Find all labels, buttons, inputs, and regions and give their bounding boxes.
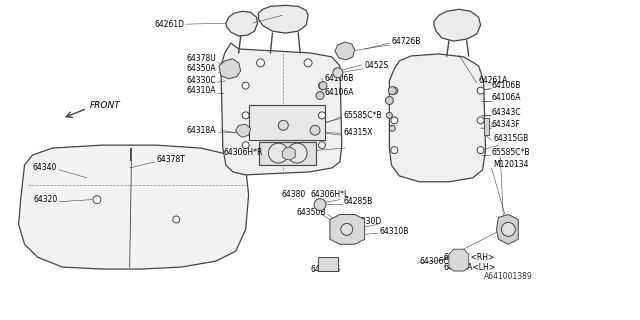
Circle shape [387, 112, 392, 118]
Text: 64378U: 64378U [186, 54, 216, 63]
Polygon shape [434, 9, 481, 41]
Circle shape [268, 143, 288, 163]
Text: 64315GB: 64315GB [493, 134, 529, 143]
Circle shape [333, 68, 343, 78]
Circle shape [93, 196, 101, 204]
Polygon shape [335, 42, 355, 60]
Text: 64310B: 64310B [380, 227, 409, 236]
Circle shape [242, 112, 249, 119]
Text: 64383A<LH>: 64383A<LH> [444, 263, 496, 272]
Text: 64285B: 64285B [344, 197, 373, 206]
Circle shape [391, 147, 398, 154]
Text: 64261D: 64261D [154, 20, 184, 29]
Text: 64350A: 64350A [186, 64, 216, 73]
Circle shape [477, 147, 484, 154]
Circle shape [391, 87, 398, 94]
Polygon shape [226, 11, 257, 36]
Text: 64261A: 64261A [479, 76, 508, 85]
Circle shape [477, 117, 484, 124]
Text: 64306H*R: 64306H*R [223, 148, 262, 156]
Circle shape [319, 142, 326, 148]
Text: 64330C: 64330C [186, 76, 216, 85]
Text: 64340: 64340 [33, 164, 58, 172]
Text: 64306H*L: 64306H*L [310, 190, 348, 199]
Circle shape [304, 59, 312, 67]
Circle shape [310, 125, 320, 135]
Text: 64310A: 64310A [186, 86, 216, 95]
Polygon shape [219, 59, 241, 79]
Polygon shape [484, 118, 488, 135]
Circle shape [501, 222, 515, 236]
Text: 64315X: 64315X [344, 128, 373, 137]
Text: 64106A: 64106A [325, 88, 355, 97]
Polygon shape [318, 257, 338, 271]
Text: 64350B: 64350B [296, 208, 326, 217]
Circle shape [319, 112, 326, 119]
Text: 0452S: 0452S [365, 61, 388, 70]
Text: 65585C*B: 65585C*B [344, 111, 382, 120]
Polygon shape [449, 249, 468, 271]
Polygon shape [259, 5, 308, 33]
Text: 64378T: 64378T [156, 156, 186, 164]
Polygon shape [282, 147, 295, 160]
Text: M120134: M120134 [493, 160, 529, 170]
Text: 64726B: 64726B [392, 36, 420, 45]
Polygon shape [389, 54, 486, 182]
Circle shape [389, 125, 396, 131]
Text: 64383 <RH>: 64383 <RH> [444, 253, 494, 262]
Text: 64106B: 64106B [325, 74, 355, 83]
Text: 64320: 64320 [33, 195, 58, 204]
Circle shape [314, 199, 326, 211]
Text: 64343F: 64343F [492, 120, 520, 129]
Text: FRONT: FRONT [90, 101, 121, 110]
Text: 64306C: 64306C [419, 257, 449, 266]
Circle shape [477, 87, 484, 94]
Polygon shape [497, 214, 518, 244]
Text: 64318A: 64318A [186, 126, 216, 135]
Polygon shape [236, 124, 251, 137]
Polygon shape [248, 106, 325, 140]
Text: 64343C: 64343C [492, 108, 521, 117]
Text: A641001389: A641001389 [484, 272, 533, 282]
Polygon shape [259, 142, 316, 165]
Circle shape [173, 216, 180, 223]
Text: 64106B: 64106B [492, 81, 521, 90]
Text: 64330D: 64330D [352, 217, 382, 226]
Circle shape [391, 117, 398, 124]
Text: 64106A: 64106A [492, 93, 521, 102]
Circle shape [319, 82, 326, 89]
Polygon shape [221, 43, 342, 175]
Circle shape [257, 59, 264, 67]
Text: 64371G: 64371G [310, 265, 340, 274]
Polygon shape [19, 145, 248, 269]
Circle shape [385, 97, 394, 105]
Circle shape [316, 92, 324, 100]
Circle shape [319, 82, 327, 90]
Circle shape [341, 223, 353, 235]
Circle shape [242, 142, 249, 148]
Circle shape [278, 120, 288, 130]
Polygon shape [330, 214, 365, 244]
Circle shape [388, 87, 396, 95]
Circle shape [287, 143, 307, 163]
Text: 65585C*B: 65585C*B [492, 148, 530, 156]
Text: 64380: 64380 [282, 190, 306, 199]
Circle shape [242, 82, 249, 89]
